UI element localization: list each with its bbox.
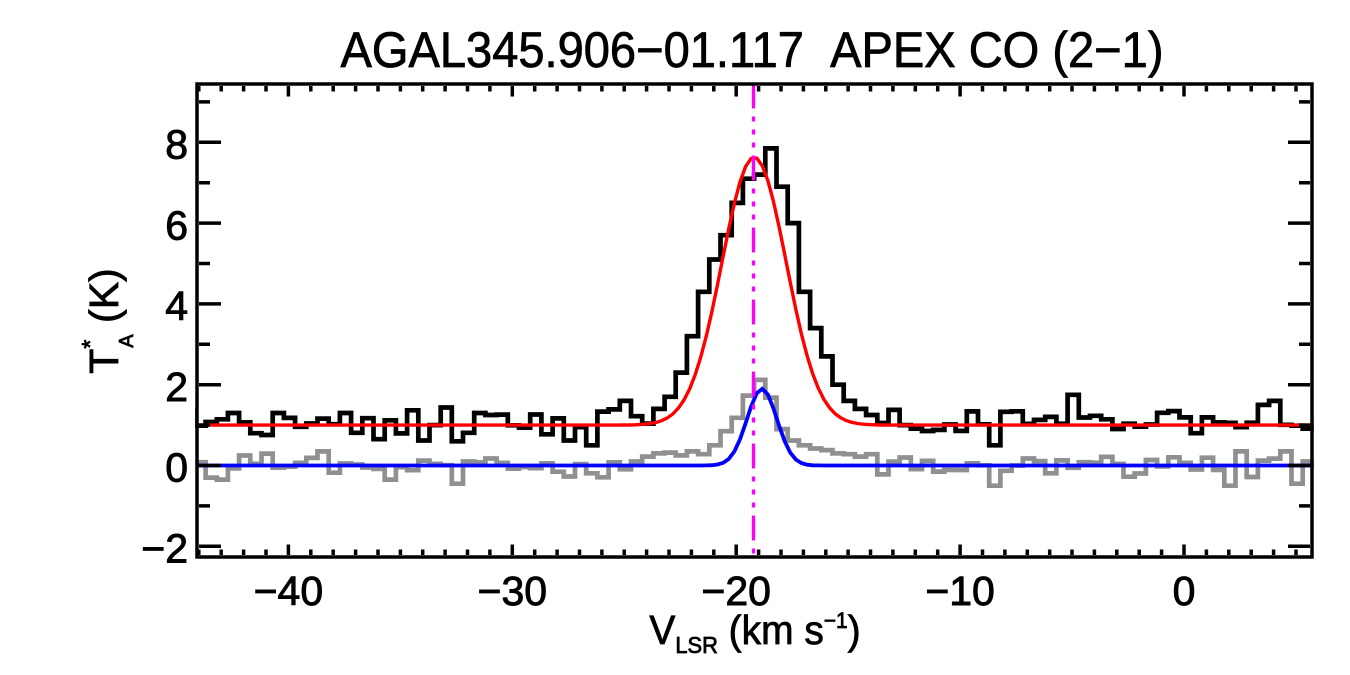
- svg-text:0: 0: [1173, 568, 1196, 614]
- svg-text:8: 8: [165, 122, 188, 168]
- svg-text:−20: −20: [701, 568, 771, 614]
- svg-text:−30: −30: [478, 568, 548, 614]
- svg-text:4: 4: [165, 283, 188, 329]
- svg-text:−2: −2: [141, 526, 188, 572]
- svg-text:AGAL345.906−01.117 APEX CO (2: AGAL345.906−01.117 APEX CO (2−1): [341, 22, 1164, 78]
- svg-text:2: 2: [165, 364, 188, 410]
- svg-text:−10: −10: [925, 568, 995, 614]
- svg-text:0: 0: [165, 445, 188, 491]
- svg-text:−40: −40: [254, 568, 324, 614]
- svg-text:6: 6: [165, 202, 188, 248]
